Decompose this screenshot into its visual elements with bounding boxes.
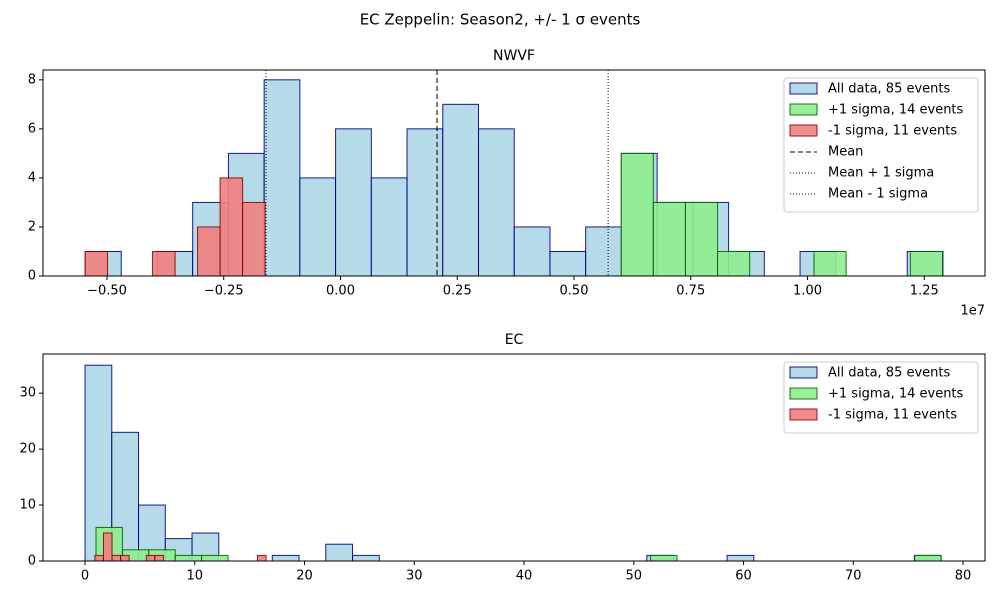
bar (650, 554, 678, 561)
bar (257, 554, 267, 561)
bar (478, 128, 515, 276)
y-tick-label: 0 (28, 554, 36, 569)
bar (717, 250, 751, 276)
plot-area (84, 364, 942, 561)
x-tick-label: 0.75 (676, 284, 705, 299)
legend-swatch (789, 124, 818, 137)
y-tick-label: 4 (28, 170, 36, 185)
bar (352, 554, 380, 561)
x-tick-label: 0 (81, 569, 89, 584)
bar (154, 554, 164, 561)
x-tick-label: −0.25 (204, 284, 244, 299)
bar (152, 250, 176, 276)
legend-label: Mean (828, 145, 863, 160)
x-tick-label: 0.25 (443, 284, 472, 299)
bar (813, 250, 847, 276)
bar (442, 103, 480, 276)
bar (84, 250, 109, 276)
bar (909, 250, 944, 276)
y-tick-label: 0 (28, 269, 36, 284)
x-tick-label: 0.00 (326, 284, 355, 299)
legend-label: All data, 85 events (828, 82, 950, 97)
bar (271, 554, 300, 561)
legend-swatch (789, 82, 818, 95)
x-tick-label: 70 (845, 569, 862, 584)
legend-label: -1 sigma, 11 events (828, 408, 957, 423)
bar (94, 554, 104, 561)
bar (242, 201, 266, 276)
x-tick-label: 30 (406, 569, 423, 584)
x-tick-label: 1.25 (910, 284, 939, 299)
legend-swatch (789, 408, 818, 421)
bar (111, 554, 122, 561)
legend-label: All data, 85 events (828, 366, 950, 381)
bar (197, 226, 221, 276)
bar (102, 532, 113, 561)
y-tick-label: 2 (28, 219, 36, 234)
axes-frame (42, 69, 986, 277)
x-tick-label: 40 (516, 569, 533, 584)
x-tick-label: 80 (955, 569, 972, 584)
bar (299, 177, 337, 276)
y-tick-label: 10 (19, 498, 36, 513)
bar (263, 79, 301, 276)
bar (335, 128, 372, 276)
legend-swatch (789, 366, 818, 379)
x-offset-label: 1e7 (960, 304, 985, 319)
legend-label: Mean - 1 sigma (828, 187, 928, 202)
legend (783, 77, 979, 213)
bar (513, 226, 551, 276)
legend-label: Mean + 1 sigma (828, 166, 934, 181)
bar (726, 554, 755, 561)
axis-title: EC (505, 332, 524, 348)
x-tick-label: 60 (735, 569, 752, 584)
axis-title: NWVF (493, 48, 535, 64)
y-tick-label: 8 (28, 72, 36, 87)
bar (120, 554, 130, 561)
legend-label: +1 sigma, 14 events (828, 103, 964, 118)
bar (174, 554, 203, 561)
bar (585, 226, 622, 276)
legend-swatch (789, 387, 818, 400)
plot-area (84, 70, 944, 276)
bar (684, 201, 719, 276)
bar (325, 543, 354, 561)
x-tick-label: −0.50 (87, 284, 127, 299)
x-tick-label: 20 (296, 569, 313, 584)
x-tick-label: 0.50 (560, 284, 589, 299)
bar (201, 554, 229, 561)
axes-frame (42, 353, 986, 562)
legend-swatch (789, 103, 818, 116)
bar (145, 554, 156, 561)
y-tick-label: 20 (19, 442, 36, 457)
x-tick-label: 1.00 (793, 284, 822, 299)
bar (620, 152, 654, 276)
bar (549, 250, 587, 276)
y-tick-label: 6 (28, 121, 36, 136)
bar (219, 177, 244, 276)
x-tick-label: 50 (626, 569, 643, 584)
y-tick-label: 30 (19, 386, 36, 401)
legend-label: +1 sigma, 14 events (828, 387, 964, 402)
x-tick-label: 10 (187, 569, 204, 584)
bar (914, 554, 942, 561)
legend-label: -1 sigma, 11 events (828, 124, 957, 139)
bar (652, 201, 686, 276)
legend (783, 361, 979, 434)
figure-title: EC Zeppelin: Season2, +/- 1 σ events (360, 11, 641, 29)
bar (370, 177, 408, 276)
